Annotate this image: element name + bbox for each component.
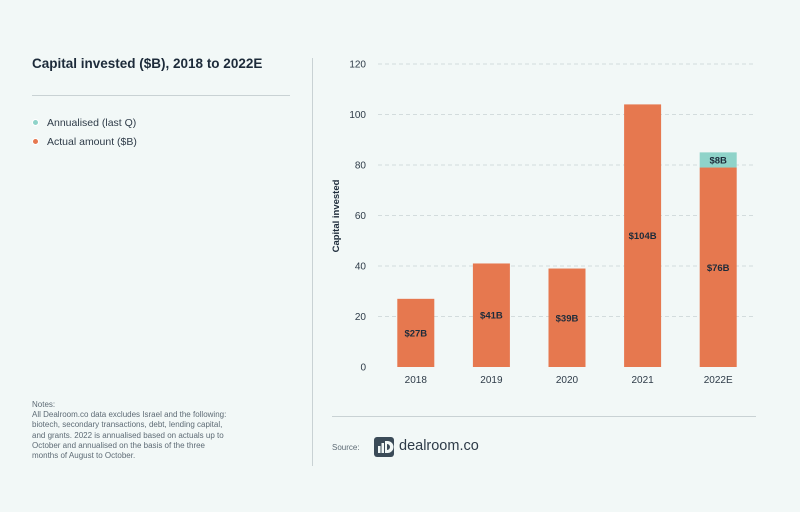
notes: Notes: All Dealroom.co data excludes Isr… bbox=[32, 400, 232, 461]
x-tick-label: 2020 bbox=[556, 375, 579, 386]
y-tick-label: 120 bbox=[349, 60, 366, 71]
data-label: $39B bbox=[556, 313, 579, 324]
x-tick-label: 2021 bbox=[631, 375, 654, 386]
bar-segment bbox=[548, 268, 586, 367]
y-axis-label: Capital invested bbox=[331, 179, 342, 252]
legend-item-actual: Actual amount ($B) bbox=[32, 132, 137, 151]
bar-segment bbox=[624, 104, 662, 368]
bar-segment bbox=[699, 152, 737, 168]
bar-segment bbox=[472, 263, 510, 367]
y-tick-label: 40 bbox=[355, 262, 367, 273]
legend: Annualised (last Q) Actual amount ($B) bbox=[32, 113, 137, 151]
legend-item-annualised: Annualised (last Q) bbox=[32, 113, 137, 132]
y-tick-label: 0 bbox=[360, 363, 366, 374]
legend-swatch-actual bbox=[32, 138, 39, 145]
vertical-divider bbox=[312, 58, 313, 466]
y-tick-label: 100 bbox=[349, 110, 366, 121]
source-divider bbox=[332, 416, 756, 417]
x-tick-label: 2022E bbox=[704, 375, 733, 386]
legend-label-actual: Actual amount ($B) bbox=[47, 135, 137, 148]
notes-body: All Dealroom.co data excludes Israel and… bbox=[32, 410, 227, 461]
dealroom-logo-icon[interactable] bbox=[374, 437, 394, 457]
dealroom-brand-text[interactable]: dealroom.co bbox=[399, 438, 479, 454]
legend-label-annualised: Annualised (last Q) bbox=[47, 116, 137, 129]
chart-title: Capital invested ($B), 2018 to 2022E bbox=[32, 56, 263, 71]
y-tick-label: 80 bbox=[355, 161, 367, 172]
title-divider bbox=[32, 95, 290, 96]
source-label: Source: bbox=[332, 443, 360, 452]
notes-heading: Notes: bbox=[32, 400, 56, 409]
x-tick-label: 2018 bbox=[405, 375, 428, 386]
y-tick-label: 60 bbox=[355, 211, 367, 222]
data-label: $41B bbox=[480, 311, 503, 322]
bar-segment bbox=[699, 167, 737, 367]
data-label: $8B bbox=[709, 155, 727, 166]
data-label: $27B bbox=[404, 328, 427, 339]
data-label: $104B bbox=[629, 231, 657, 242]
x-tick-label: 2019 bbox=[480, 375, 503, 386]
data-label: $76B bbox=[707, 263, 730, 274]
y-tick-label: 20 bbox=[355, 312, 367, 323]
bar-segment bbox=[397, 298, 435, 367]
legend-swatch-annualised bbox=[32, 119, 39, 126]
